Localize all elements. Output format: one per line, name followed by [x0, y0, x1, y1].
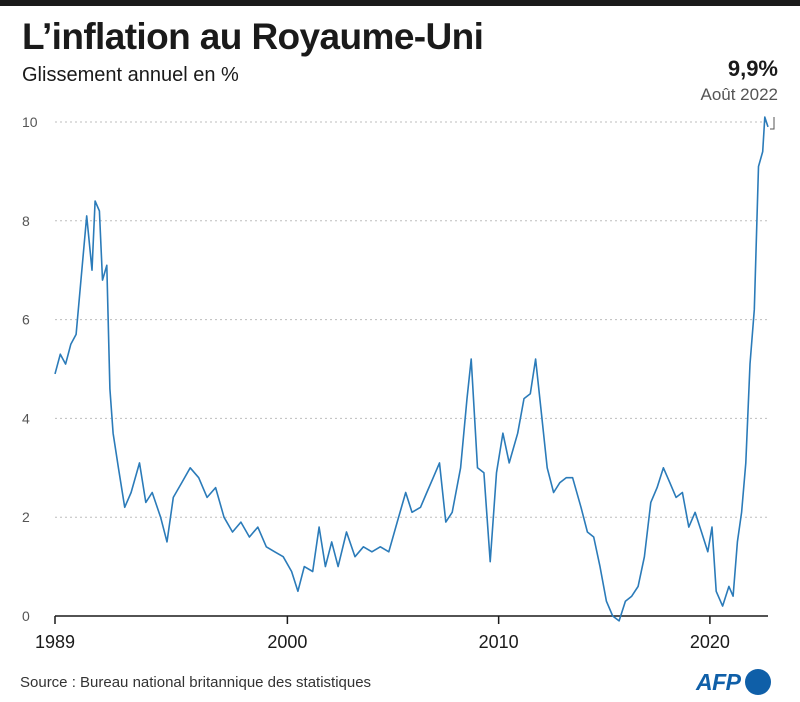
afp-dot-icon [744, 669, 771, 695]
chart-subtitle: Glissement annuel en % [22, 64, 239, 86]
x-tick-label: 2010 [479, 632, 519, 652]
y-tick-label: 10 [22, 114, 38, 130]
latest-value-annotation: 9,9% [727, 56, 778, 81]
y-tick-label: 8 [22, 213, 30, 229]
y-tick-label: 0 [22, 608, 30, 624]
chart-axes: 0 2 4 6 8 10 1989 2000 2010 2020 [22, 114, 768, 652]
afp-logo: AFP [696, 667, 771, 697]
page-title: L’inflation au Royaume-Uni [22, 16, 484, 57]
latest-date-annotation: Août 2022 [700, 85, 778, 104]
y-tick-label: 4 [22, 410, 30, 426]
x-tick-label: 2000 [267, 632, 307, 652]
y-tick-label: 6 [22, 312, 30, 328]
source-note: Source : Bureau national britannique des… [20, 674, 372, 691]
series-layer [54, 116, 769, 622]
x-tick-label: 2020 [690, 632, 730, 652]
afp-logo-text: AFP [696, 668, 741, 695]
latest-value-marker [770, 116, 775, 130]
y-tick-label: 2 [22, 509, 30, 525]
inflation-series-line [54, 116, 769, 622]
grid-lines [55, 121, 768, 518]
top-bar [0, 0, 800, 6]
x-tick-label: 1989 [35, 632, 75, 652]
annotation-layer [770, 116, 775, 130]
